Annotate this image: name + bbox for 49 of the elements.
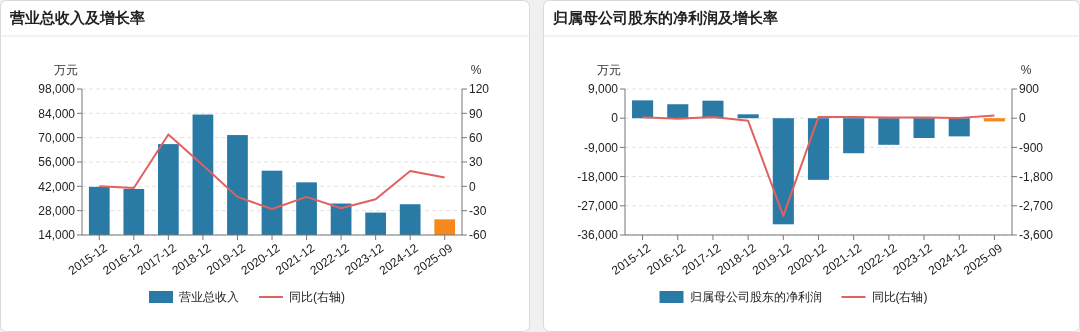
y2-tick-label: 0 xyxy=(469,179,476,194)
line-series xyxy=(641,114,996,217)
y2-tick-label: 120 xyxy=(469,82,490,97)
y2-axis-title: % xyxy=(1020,63,1032,77)
chart-title: 归属母公司股东的净利润及增长率 xyxy=(552,9,778,26)
bar xyxy=(983,118,1005,122)
y-axis-title: 万元 xyxy=(597,63,621,77)
y2-tick-label: -900 xyxy=(1019,140,1044,155)
y-tick-label: -36,000 xyxy=(577,228,619,243)
legend-label: 同比(右轴) xyxy=(871,290,928,305)
y2-tick-label: -30 xyxy=(469,203,487,218)
chart-title: 营业总收入及增长率 xyxy=(9,9,145,26)
y2-tick-label: 90 xyxy=(469,106,483,121)
bar xyxy=(948,118,970,137)
y-tick-label: 84,000 xyxy=(38,106,76,121)
y2-tick-label: -2,700 xyxy=(1019,199,1054,213)
y2-axis-title: % xyxy=(470,63,482,77)
y-tick-label: 56,000 xyxy=(38,155,76,170)
bar xyxy=(843,118,865,154)
y2-tick-label: -60 xyxy=(469,228,487,243)
y-tick-label: 0 xyxy=(611,111,619,126)
bar xyxy=(878,118,900,145)
y2-tick-label: 0 xyxy=(1019,111,1026,126)
bar xyxy=(913,118,935,138)
y2-tick-label: 60 xyxy=(469,130,483,145)
y-tick-label: -27,000 xyxy=(577,199,619,213)
legend-label: 同比(右轴) xyxy=(289,290,345,305)
line-series xyxy=(98,133,446,211)
y-tick-label: 9,000 xyxy=(587,82,619,97)
y2-tick-label: -1,800 xyxy=(1019,169,1054,184)
y-tick-label: -9,000 xyxy=(583,140,619,155)
bar xyxy=(632,100,654,119)
bar xyxy=(667,104,689,119)
y2-tick-label: -3,600 xyxy=(1019,228,1054,243)
bar xyxy=(772,118,794,225)
y-tick-label: 42,000 xyxy=(38,179,76,194)
bar xyxy=(737,114,759,119)
y-tick-label: 28,000 xyxy=(38,203,76,218)
y2-tick-label: 900 xyxy=(1019,82,1040,97)
y-tick-label: -18,000 xyxy=(577,169,619,184)
y-tick-label: 14,000 xyxy=(38,228,76,243)
y-tick-label: 70,000 xyxy=(38,130,76,145)
legend-label: 营业总收入 xyxy=(179,290,239,305)
y-axis-title: 万元 xyxy=(54,63,78,77)
legend-label: 归属母公司股东的净利润 xyxy=(689,290,822,305)
bar xyxy=(702,100,724,119)
y2-tick-label: 30 xyxy=(469,155,483,170)
y-tick-label: 98,000 xyxy=(38,82,76,97)
bar xyxy=(807,118,830,180)
